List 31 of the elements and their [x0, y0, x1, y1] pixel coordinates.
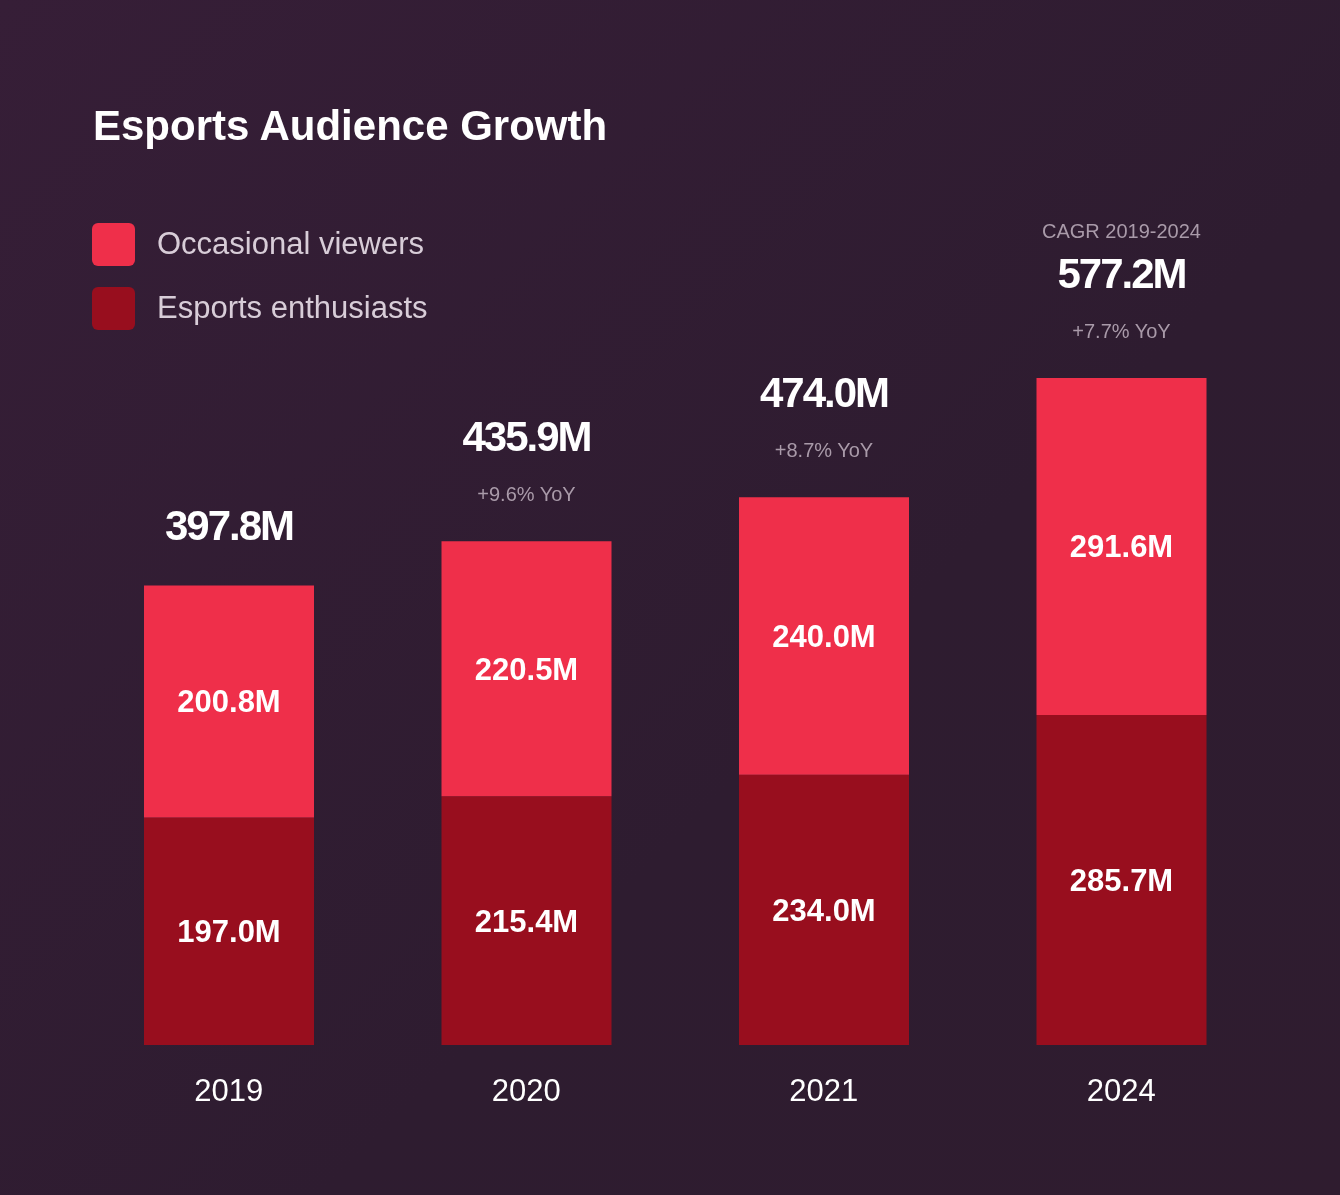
data-label: 215.4M	[474, 903, 579, 939]
chart-title: Esports Audience Growth	[93, 102, 608, 150]
bar	[739, 774, 909, 1045]
data-label: 291.6M	[1069, 529, 1174, 565]
text: CAGR 2019-2024	[1042, 220, 1201, 242]
data-label: 197.0M	[177, 914, 281, 950]
x-tick-label: 2019	[194, 1073, 264, 1109]
data-label: 285.7M	[1069, 862, 1174, 898]
total-label: 397.8M	[164, 502, 294, 550]
annotation: +8.7% YoY	[774, 439, 874, 462]
total-label: 474.0M	[759, 369, 889, 417]
bar	[441, 541, 612, 797]
bar	[739, 497, 909, 775]
x-tick-label: 2020	[491, 1073, 561, 1109]
legend-label: Occasional viewers	[157, 226, 425, 262]
data-label: 220.5M	[474, 651, 579, 687]
legend-label: Esports enthusiasts	[157, 290, 428, 326]
data-label: 240.0M	[772, 619, 876, 654]
x-tick-label: 2021	[789, 1073, 859, 1109]
data-label: 200.8M	[177, 684, 281, 720]
x-tick-label: 2024	[1086, 1073, 1156, 1109]
annotation: +7.7% YoY	[1072, 320, 1171, 343]
total-label: 577.2M	[1057, 250, 1186, 297]
bar	[441, 796, 612, 1045]
total-label: 435.9M	[462, 413, 591, 461]
bar	[1036, 714, 1207, 1045]
bar	[144, 585, 314, 818]
data-label: 234.0M	[772, 892, 876, 928]
bar	[144, 817, 314, 1045]
annotation: +9.6% YoY	[477, 483, 576, 506]
bar	[1036, 378, 1207, 715]
